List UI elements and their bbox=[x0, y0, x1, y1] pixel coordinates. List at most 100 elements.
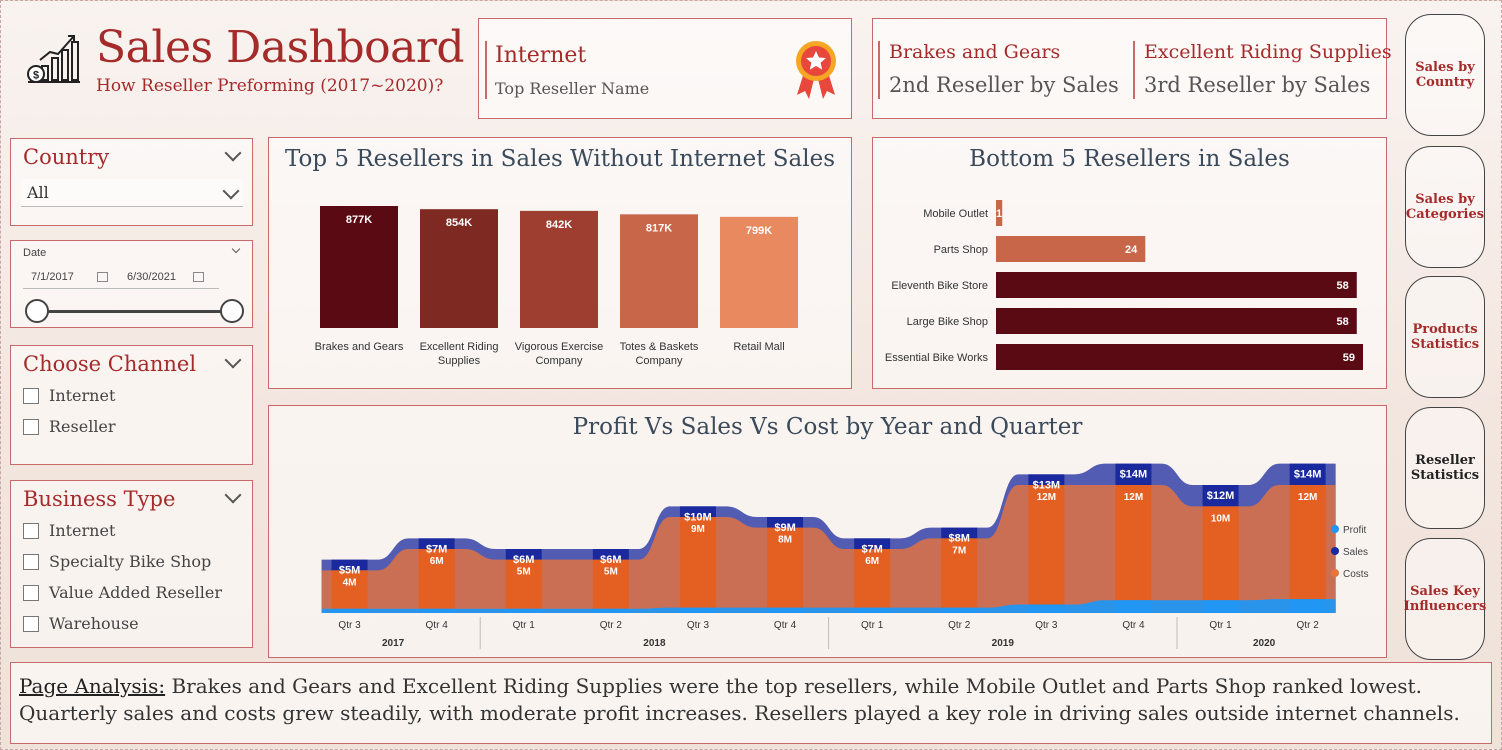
costs-column-3[interactable] bbox=[592, 559, 629, 609]
profit-column-1[interactable] bbox=[418, 608, 455, 613]
profit-column-3[interactable] bbox=[592, 608, 629, 613]
option-label: Internet bbox=[49, 521, 116, 540]
bar-1[interactable] bbox=[420, 209, 498, 328]
costs-column-11[interactable] bbox=[1289, 485, 1326, 600]
bar-data-label: 58 bbox=[1337, 316, 1349, 328]
chevron-down-icon[interactable] bbox=[224, 351, 242, 369]
award-medal-icon bbox=[796, 41, 836, 99]
profit-column-8[interactable] bbox=[1028, 604, 1065, 613]
profit-column-10[interactable] bbox=[1202, 600, 1239, 613]
bar-2[interactable] bbox=[520, 210, 598, 328]
category-label: Vigorous Exercise bbox=[515, 341, 603, 353]
page-title: Sales Dashboard bbox=[96, 22, 465, 73]
checkbox[interactable] bbox=[23, 387, 39, 404]
channel-option-internet[interactable]: Internet bbox=[23, 386, 115, 405]
sales-column-11[interactable] bbox=[1289, 463, 1326, 485]
date-range-slider-track[interactable] bbox=[37, 310, 233, 313]
profit-column-5[interactable] bbox=[767, 607, 804, 613]
profit-column-9[interactable] bbox=[1115, 600, 1152, 613]
sales-column-1[interactable] bbox=[418, 538, 455, 549]
sales-column-4[interactable] bbox=[679, 506, 716, 517]
start-date-input[interactable]: 7/1/2017 bbox=[23, 267, 123, 289]
sales-column-2[interactable] bbox=[505, 549, 542, 560]
nav-sales-by-categories-button[interactable]: Sales by Categories bbox=[1405, 146, 1485, 268]
bar-1[interactable] bbox=[996, 236, 1146, 262]
costs-column-5[interactable] bbox=[767, 527, 804, 608]
profit-area-series[interactable] bbox=[321, 599, 1336, 613]
sales-column-3[interactable] bbox=[592, 549, 629, 560]
checkbox[interactable] bbox=[23, 522, 39, 539]
sales-column-6[interactable] bbox=[854, 538, 891, 549]
business-type-option-value-added-reseller[interactable]: Value Added Reseller bbox=[23, 583, 222, 602]
checkbox[interactable] bbox=[23, 418, 39, 435]
kpi-card-runner-up-resellers: Brakes and Gears 2nd Reseller by Sales E… bbox=[872, 18, 1392, 119]
channel-option-reseller[interactable]: Reseller bbox=[23, 417, 116, 436]
bar-3[interactable] bbox=[620, 214, 698, 328]
profit-column-6[interactable] bbox=[854, 607, 891, 613]
costs-column-9[interactable] bbox=[1115, 485, 1152, 601]
category-label: Large Bike Shop bbox=[907, 316, 988, 328]
sales-column-7[interactable] bbox=[941, 527, 978, 539]
bottom-5-bar-chart: Mobile Outlet 1 Parts Shop 24 Eleventh Bike … bbox=[885, 200, 1363, 370]
end-date-input[interactable]: 6/30/2021 bbox=[119, 267, 219, 289]
bar-0[interactable] bbox=[996, 200, 1003, 226]
sales-column-9[interactable] bbox=[1115, 463, 1152, 485]
nav-products-statistics-button[interactable]: Products Statistics bbox=[1405, 276, 1485, 398]
quarter-tick-label: Qtr 3 bbox=[687, 620, 710, 631]
costs-column-4[interactable] bbox=[679, 517, 716, 608]
country-selected-value: All bbox=[27, 183, 49, 202]
sales-data-label: $13M bbox=[1033, 479, 1061, 491]
date-range-slider-start-handle[interactable] bbox=[25, 299, 49, 323]
chevron-down-icon[interactable] bbox=[231, 244, 241, 254]
business-type-option-warehouse[interactable]: Warehouse bbox=[23, 614, 139, 633]
profit-column-4[interactable] bbox=[679, 607, 716, 613]
costs-column-2[interactable] bbox=[505, 559, 542, 609]
bar-4[interactable] bbox=[996, 344, 1363, 370]
nav-sales-key-influencers-button[interactable]: Sales Key Influencers bbox=[1404, 538, 1486, 660]
bar-data-label: 24 bbox=[1125, 244, 1138, 256]
checkbox[interactable] bbox=[23, 584, 39, 601]
costs-column-7[interactable] bbox=[941, 538, 978, 608]
sales-data-label: $8M bbox=[949, 533, 970, 545]
costs-data-label: 12M bbox=[1298, 492, 1317, 503]
costs-column-0[interactable] bbox=[331, 570, 368, 609]
calendar-icon[interactable] bbox=[193, 272, 204, 282]
country-filter-title: Country bbox=[23, 145, 110, 169]
calendar-icon[interactable] bbox=[97, 272, 108, 282]
kpi-card-top-reseller: Internet Top Reseller Name bbox=[478, 18, 852, 119]
profit-column-2[interactable] bbox=[505, 608, 542, 613]
sales-column-10[interactable] bbox=[1202, 485, 1239, 507]
quarter-tick-label: Qtr 2 bbox=[600, 620, 623, 631]
costs-column-6[interactable] bbox=[854, 549, 891, 608]
business-type-option-internet[interactable]: Internet bbox=[23, 521, 115, 540]
sales-column-5[interactable] bbox=[767, 517, 804, 528]
nav-reseller-statistics-button[interactable]: Reseller Statistics bbox=[1405, 407, 1485, 529]
chevron-down-icon[interactable] bbox=[224, 486, 242, 504]
country-dropdown[interactable]: All bbox=[21, 179, 243, 207]
profit-column-0[interactable] bbox=[331, 608, 368, 613]
costs-column-10[interactable] bbox=[1202, 506, 1239, 601]
costs-column-1[interactable] bbox=[418, 549, 455, 609]
chevron-down-icon[interactable] bbox=[224, 144, 242, 162]
business-type-option-specialty-bike-shop[interactable]: Specialty Bike Shop bbox=[23, 552, 211, 571]
country-filter: Country All bbox=[10, 138, 253, 226]
profit-column-7[interactable] bbox=[941, 607, 978, 613]
bar-3[interactable] bbox=[996, 308, 1357, 334]
nav-sales-by-country-button[interactable]: Sales by Country bbox=[1405, 14, 1485, 136]
checkbox[interactable] bbox=[23, 615, 39, 632]
sales-column-0[interactable] bbox=[331, 559, 368, 571]
checkbox[interactable] bbox=[23, 553, 39, 570]
date-range-slider-end-handle[interactable] bbox=[220, 299, 244, 323]
sales-column-8[interactable] bbox=[1028, 474, 1065, 485]
sales-data-label: $7M bbox=[426, 543, 447, 555]
bar-0[interactable] bbox=[320, 206, 398, 328]
category-label: Brakes and Gears bbox=[315, 341, 404, 353]
costs-column-8[interactable] bbox=[1028, 485, 1065, 605]
bar-2[interactable] bbox=[996, 272, 1357, 298]
bar-data-label: 1 bbox=[996, 208, 1002, 220]
quarter-tick-label: Qtr 2 bbox=[1297, 620, 1320, 631]
costs-area-series[interactable] bbox=[321, 485, 1336, 613]
bar-4[interactable] bbox=[720, 216, 798, 328]
top-reseller-caption: Top Reseller Name bbox=[495, 79, 650, 98]
profit-column-11[interactable] bbox=[1289, 599, 1326, 613]
